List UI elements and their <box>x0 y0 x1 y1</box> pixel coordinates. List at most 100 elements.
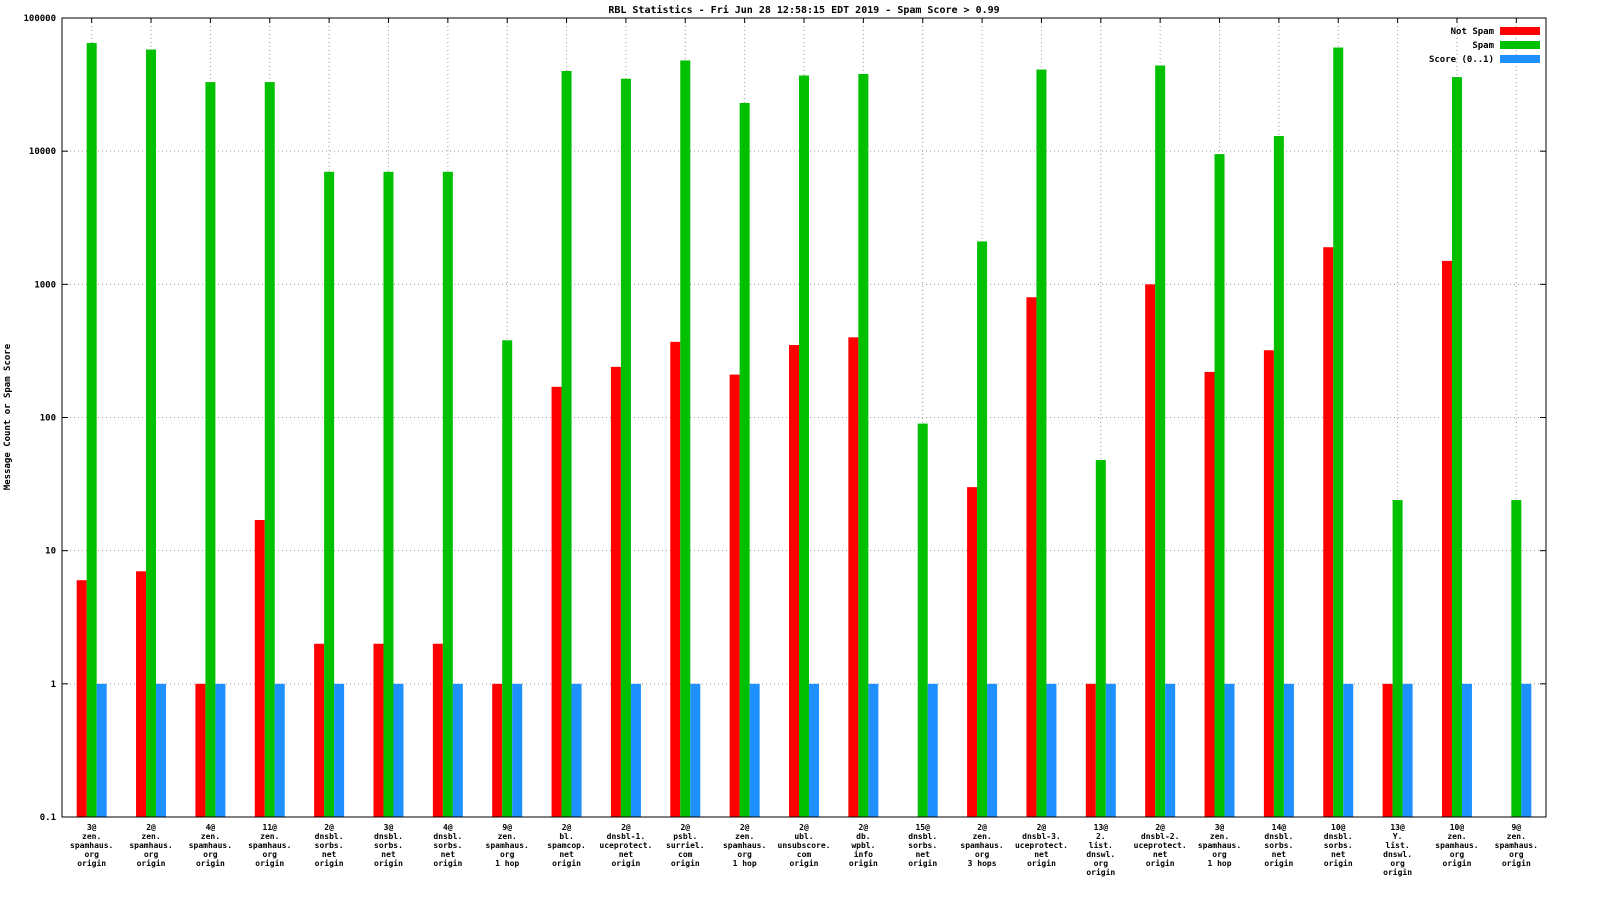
bar-score-0-1 <box>156 683 167 817</box>
x-tick-label: 2@ bl. spamcop. net origin <box>547 823 586 868</box>
bar-not-spam <box>1204 371 1215 817</box>
legend-swatch <box>1500 27 1540 35</box>
bar-spam <box>502 340 513 817</box>
legend-swatch <box>1500 55 1540 63</box>
bar-spam <box>1155 65 1166 817</box>
y-tick-label: 1000 <box>34 280 56 290</box>
x-tick-label: 4@ zen. spamhaus. org origin <box>189 823 232 868</box>
bar-score-0-1 <box>987 683 998 817</box>
bar-not-spam <box>848 337 859 817</box>
x-tick-label: 9@ zen. spamhaus. org origin <box>1495 823 1538 868</box>
bar-spam <box>917 423 928 817</box>
x-tick-label: 2@ dnsbl-1. uceprotect. net origin <box>599 823 652 868</box>
bar-score-0-1 <box>1343 683 1354 817</box>
bar-spam <box>264 82 275 817</box>
x-tick-label: 14@ dnsbl. sorbs. net origin <box>1264 823 1293 868</box>
bar-spam <box>1392 500 1403 817</box>
bar-spam <box>324 171 335 818</box>
bar-not-spam <box>610 366 621 817</box>
bar-score-0-1 <box>868 683 879 817</box>
legend-label: Spam <box>1472 41 1494 51</box>
bar-spam <box>1273 135 1284 817</box>
bar-score-0-1 <box>1521 683 1532 817</box>
bar-not-spam <box>1026 297 1037 817</box>
x-tick-label: 3@ zen. spamhaus. org origin <box>70 823 113 868</box>
bar-not-spam <box>1382 683 1393 817</box>
bar-spam <box>561 70 572 817</box>
legend-swatch <box>1500 41 1540 49</box>
x-tick-label: 15@ dnsbl. sorbs. net origin <box>908 823 937 868</box>
bar-score-0-1 <box>452 683 463 817</box>
bar-score-0-1 <box>1224 683 1235 817</box>
bar-spam <box>1333 47 1344 818</box>
x-tick-label: 2@ zen. spamhaus. org 1 hop <box>723 823 766 868</box>
bar-not-spam <box>136 571 147 817</box>
x-tick-label: 2@ dnsbl-3. uceprotect. net origin <box>1015 823 1068 868</box>
bar-spam <box>1451 77 1462 818</box>
x-tick-label: 10@ zen. spamhaus. org origin <box>1435 823 1478 868</box>
legend-label: Not Spam <box>1451 27 1495 37</box>
bar-not-spam <box>967 487 978 817</box>
bar-spam <box>383 171 394 818</box>
bar-spam <box>86 42 97 818</box>
x-tick-label: 10@ dnsbl. sorbs. net origin <box>1324 823 1353 868</box>
x-tick-label: 9@ zen. spamhaus. org 1 hop <box>486 823 529 868</box>
x-tick-label: 2@ dnsbl-2. uceprotect. net origin <box>1134 823 1187 868</box>
bar-not-spam <box>729 374 740 817</box>
x-tick-label: 3@ dnsbl. sorbs. net origin <box>374 823 403 868</box>
bar-spam <box>739 102 750 817</box>
bar-score-0-1 <box>1283 683 1294 817</box>
bar-not-spam <box>1263 350 1274 817</box>
bar-spam <box>442 171 453 818</box>
bar-not-spam <box>492 683 503 817</box>
bar-not-spam <box>76 580 87 817</box>
bar-score-0-1 <box>1165 683 1176 817</box>
y-tick-label: 100000 <box>23 14 56 24</box>
plot-area: 3@ zen. spamhaus. org origin 2@ zen. spamhaus. o… <box>23 14 1547 877</box>
bar-score-0-1 <box>1402 683 1413 817</box>
bar-score-0-1 <box>393 683 404 817</box>
bar-score-0-1 <box>274 683 285 817</box>
bar-not-spam <box>432 643 443 817</box>
x-tick-label: 2@ psbl. surriel. com origin <box>666 823 705 868</box>
x-tick-label: 13@ 2. list. dnswl. org origin <box>1086 823 1115 877</box>
bar-not-spam <box>195 683 206 817</box>
bar-not-spam <box>1323 247 1334 817</box>
bar-score-0-1 <box>1105 683 1116 817</box>
x-tick-label: 2@ dnsbl. sorbs. net origin <box>315 823 344 868</box>
bar-not-spam <box>1145 284 1156 817</box>
bar-not-spam <box>314 643 325 817</box>
bar-score-0-1 <box>1461 683 1472 817</box>
bar-spam <box>146 49 157 818</box>
bar-spam <box>977 241 988 818</box>
x-tick-label: 2@ zen. spamhaus. org 3 hops <box>960 823 1003 868</box>
x-tick-label: 2@ zen. spamhaus. org origin <box>129 823 172 868</box>
bar-spam <box>1036 69 1047 818</box>
plot-border <box>61 17 1547 818</box>
bar-spam <box>680 60 691 817</box>
bar-score-0-1 <box>96 683 107 817</box>
bar-not-spam <box>373 643 384 817</box>
bar-spam <box>1511 500 1522 817</box>
bar-score-0-1 <box>215 683 226 817</box>
bar-not-spam <box>1085 683 1096 817</box>
y-tick-label: 100 <box>40 414 56 424</box>
bar-not-spam <box>670 341 681 817</box>
bar-spam <box>799 75 809 817</box>
bar-spam <box>205 82 216 817</box>
x-tick-label: 4@ dnsbl. sorbs. net origin <box>433 823 462 868</box>
bar-score-0-1 <box>630 683 641 817</box>
bar-spam <box>1095 459 1106 817</box>
bar-score-0-1 <box>1046 683 1057 817</box>
x-tick-label: 2@ ubl. unsubscore. com origin <box>778 823 831 868</box>
bar-not-spam <box>254 519 265 817</box>
chart-title: RBL Statistics - Fri Jun 28 12:58:15 EDT… <box>608 4 999 16</box>
bar-spam <box>1214 154 1225 818</box>
y-tick-label: 0.1 <box>40 813 56 823</box>
x-tick-label: 13@ Y. list. dnswl. org origin <box>1383 823 1412 877</box>
bar-score-0-1 <box>571 683 582 817</box>
bar-score-0-1 <box>927 683 938 817</box>
bar-score-0-1 <box>512 683 523 817</box>
